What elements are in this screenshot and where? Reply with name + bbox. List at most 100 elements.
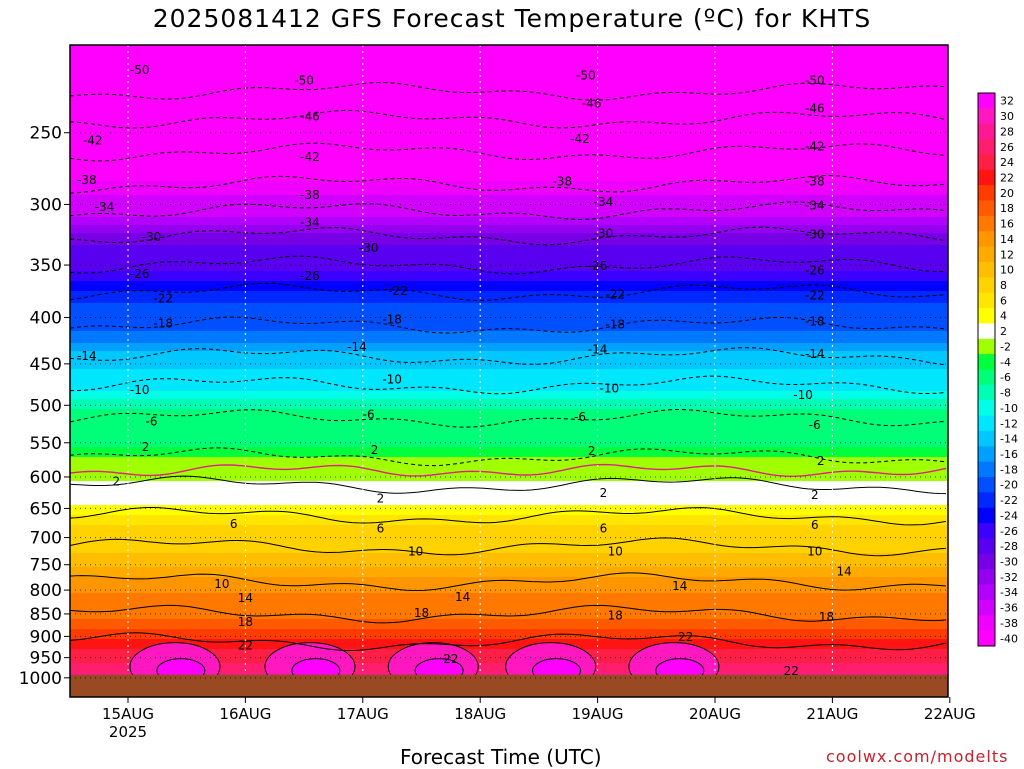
colorbar-swatch [978, 523, 995, 539]
field-band [70, 271, 948, 274]
field-band [70, 323, 948, 326]
contour-label: -6 [809, 418, 821, 432]
field-band [70, 93, 948, 96]
field-band [70, 123, 948, 126]
field-band [70, 71, 948, 74]
contour-label: -26 [300, 269, 320, 283]
field-band [70, 165, 948, 168]
field-band [70, 287, 948, 290]
field-band [70, 565, 948, 568]
colorbar-swatch [978, 200, 995, 217]
x-tick-label: 17AUG [337, 705, 389, 723]
contour-label: 14 [836, 564, 851, 578]
colorbar-swatch [978, 308, 995, 324]
colorbar-label: 16 [1000, 218, 1014, 231]
contour-label: -10 [130, 383, 150, 397]
field-band [70, 637, 948, 640]
contour-label: -42 [300, 150, 320, 164]
field-band [70, 113, 948, 116]
field-band [70, 143, 948, 146]
field-band [70, 151, 948, 154]
field-band [70, 535, 948, 538]
field-band [70, 243, 948, 246]
contour-label: -50 [130, 63, 150, 77]
field-band [70, 251, 948, 254]
field-band [70, 77, 948, 80]
contour-lines [69, 81, 947, 651]
contour-label: 2 [600, 486, 608, 500]
field-band [70, 177, 948, 180]
colorbar-swatch [978, 615, 995, 632]
contour-label: -50 [805, 74, 825, 88]
field-band [70, 557, 948, 560]
field-band [70, 167, 948, 170]
field-band [70, 155, 948, 158]
field-band [70, 359, 948, 362]
contour-label: 22 [784, 664, 799, 678]
colorbar-swatch [978, 185, 995, 201]
field-band [70, 115, 948, 118]
x-tick-label: 15AUG [102, 705, 154, 723]
field-band [70, 269, 948, 272]
field-band [70, 335, 948, 338]
field-band [70, 59, 948, 62]
colorbar-swatch [978, 584, 995, 601]
field-band [70, 367, 948, 370]
field-band [70, 399, 948, 402]
contour-label: 2 [112, 475, 120, 489]
field-band [70, 259, 948, 262]
field-band [70, 577, 948, 580]
field-band [70, 265, 948, 268]
x-tick-label: 18AUG [454, 705, 506, 723]
field-band [70, 375, 948, 378]
field-band [70, 467, 948, 470]
field-band [70, 559, 948, 562]
contour-label: 18 [414, 606, 429, 620]
colorbar-label: 30 [1000, 110, 1014, 123]
contour-label: -38 [77, 173, 97, 187]
field-band [70, 141, 948, 144]
field-band [70, 395, 948, 398]
field-band [70, 481, 948, 484]
colorbar-label: -26 [1000, 525, 1018, 538]
field-band [70, 611, 948, 614]
field-band [70, 417, 948, 420]
colorbar-label: -40 [1000, 632, 1018, 645]
field-band [70, 69, 948, 72]
colorbar-label: 28 [1000, 125, 1014, 138]
field-band [70, 307, 948, 310]
field-band [70, 569, 948, 572]
field-band [70, 455, 948, 458]
colorbar-label: 22 [1000, 171, 1014, 184]
field-band [70, 295, 948, 298]
contour-label: 14 [455, 590, 470, 604]
field-band [70, 235, 948, 238]
field-band [70, 629, 948, 632]
field-band [70, 131, 948, 134]
ground-surface [70, 674, 948, 697]
contour-label: -18 [605, 317, 625, 331]
colorbar-label: 12 [1000, 248, 1014, 261]
x-tick-year: 2025 [109, 723, 147, 741]
field-band [70, 137, 948, 140]
field-band [70, 485, 948, 488]
contour-label: -46 [805, 101, 825, 115]
field-band [70, 363, 948, 366]
field-band [70, 149, 948, 152]
field-band [70, 193, 948, 196]
contour-label: -50 [576, 68, 596, 82]
field-band [70, 223, 948, 226]
contour-label: -30 [594, 226, 614, 240]
field-band [70, 581, 948, 584]
contour-label: -6 [145, 414, 157, 428]
colorbar-label: -2 [1000, 340, 1011, 353]
field-band [70, 281, 948, 284]
colorbar-swatch [978, 354, 995, 370]
source-credit[interactable]: coolwx.com/modelts [826, 747, 1009, 766]
colorbar-label: -32 [1000, 571, 1018, 584]
field-band [70, 73, 948, 76]
contour-label: -14 [347, 340, 367, 354]
field-band [70, 567, 948, 570]
field-band [70, 309, 948, 312]
contour-label: -22 [605, 287, 625, 301]
